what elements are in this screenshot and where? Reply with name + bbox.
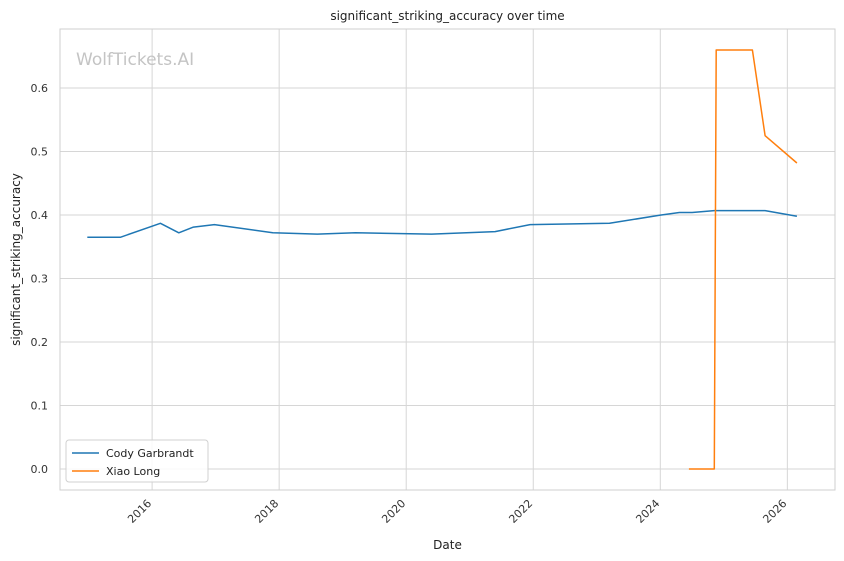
x-tick-label: 2022 [506,497,535,526]
series-line-xiao-long [688,49,798,470]
series-layer [87,49,798,470]
x-tick-label: 2018 [252,497,281,526]
grid [60,29,835,490]
y-tick-label: 0.4 [31,209,49,222]
legend-label-cody-garbrandt: Cody Garbrandt [106,447,194,460]
y-tick-label: 0.1 [31,400,49,413]
y-tick-label: 0.2 [31,336,49,349]
chart-title: significant_striking_accuracy over time [330,9,564,23]
x-tick-label: 2024 [633,497,662,526]
y-axis-ticks: 0.0 0.1 0.2 0.3 0.4 0.5 0.6 [31,82,49,476]
series-line-cody-garbrandt [87,209,798,239]
y-axis-label: significant_striking_accuracy [9,173,23,346]
legend-label-xiao-long: Xiao Long [106,465,160,478]
y-tick-label: 0.3 [31,273,49,286]
y-tick-label: 0.5 [31,146,49,159]
x-tick-label: 2026 [760,497,789,526]
x-tick-label: 2016 [125,497,154,526]
legend: Cody Garbrandt Xiao Long [65,439,209,483]
x-tick-label: 2020 [379,497,408,526]
y-tick-label: 0.6 [31,82,49,95]
x-axis-label: Date [433,538,462,552]
watermark: WolfTickets.AI [76,50,194,70]
x-axis-ticks: 2016 2018 2020 2022 2024 2026 [125,497,789,526]
plot-frame [59,28,836,491]
legend-box [65,439,209,483]
y-tick-label: 0.0 [31,463,49,476]
